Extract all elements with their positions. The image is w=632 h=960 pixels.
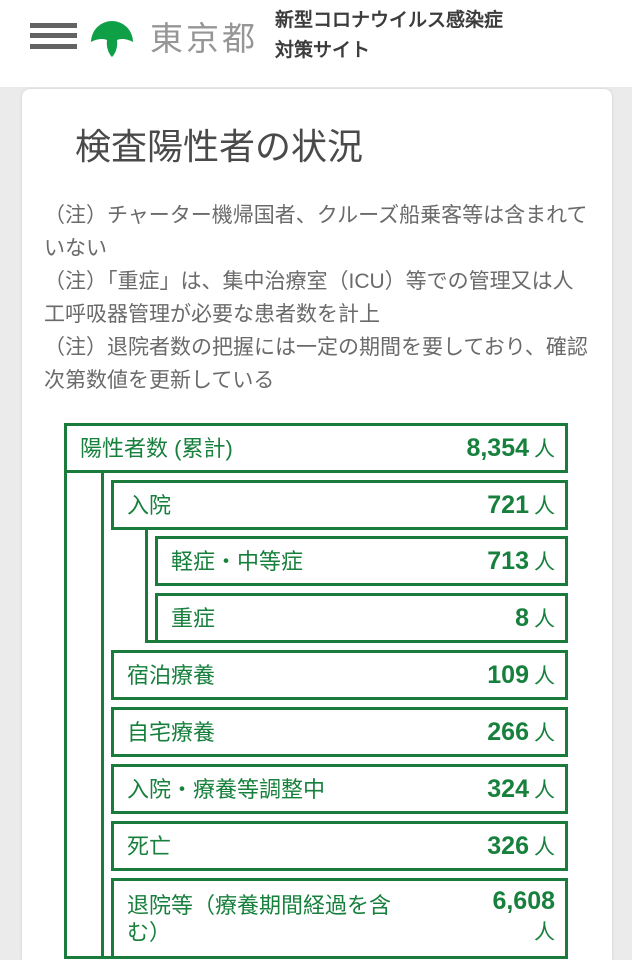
row-home-recuperation: 自宅療養 266 人	[111, 707, 568, 757]
status-card: 検査陽性者の状況 （注）チャーター機帰国者、クルーズ船乗客等は含まれていない （…	[22, 89, 612, 960]
row-awaiting-adjustment: 入院・療養等調整中 324 人	[111, 764, 568, 814]
note-item: （注）チャーター機帰国者、クルーズ船乗客等は含まれていない	[44, 204, 588, 260]
site-header: 東京都 新型コロナウイルス感染症 対策サイト	[0, 0, 632, 87]
row-value: 109 人	[487, 660, 555, 690]
hamburger-icon	[30, 33, 77, 38]
row-unit: 人	[534, 608, 555, 631]
patient-status-tree: 陽性者数 (累計) 8,354 人 入院 721 人 軽症・中等症	[64, 423, 568, 959]
row-mild-moderate: 軽症・中等症 713 人	[155, 536, 568, 586]
row-label: 重症	[171, 605, 216, 631]
row-value: 324 人	[487, 774, 555, 804]
row-number: 326	[487, 832, 529, 860]
page-title: 検査陽性者の状況	[75, 126, 364, 167]
row-number: 721	[487, 491, 529, 519]
site-title-line2: 対策サイト	[275, 39, 371, 61]
notes-list: （注）チャーター機帰国者、クルーズ船乗客等は含まれていない （注）「重症」は、集…	[44, 199, 590, 397]
row-unit: 人	[534, 921, 555, 944]
tokyo-ginkgo-icon	[91, 20, 133, 57]
row-number: 6,608	[492, 887, 555, 915]
note-item: （注）退院者数の把握には一定の期間を要しており、確認次第数値を更新している	[44, 336, 588, 392]
row-unit: 人	[534, 779, 555, 802]
row-value: 713 人	[487, 546, 555, 576]
row-label: 自宅療養	[127, 719, 216, 745]
row-value: 266 人	[487, 717, 555, 747]
row-unit: 人	[534, 722, 555, 745]
row-hospitalized: 入院 721 人	[111, 480, 568, 530]
hamburger-icon	[30, 22, 77, 28]
tokyo-logo-text: 東京都	[150, 19, 258, 57]
row-unit: 人	[534, 551, 555, 574]
row-label: 陽性者数 (累計)	[80, 435, 233, 461]
row-label: 入院・療養等調整中	[127, 776, 326, 802]
row-label: 宿泊療養	[127, 662, 216, 688]
row-label: 退院等（療養期間経過を含む）	[127, 892, 392, 945]
row-number: 266	[487, 718, 529, 746]
row-value: 6,608 人	[469, 888, 555, 949]
note-item: （注）「重症」は、集中治療室（ICU）等での管理又は人工呼吸器管理が必要な患者数…	[44, 270, 574, 326]
row-number: 109	[487, 661, 529, 689]
row-total-positives: 陽性者数 (累計) 8,354 人	[64, 423, 568, 473]
row-number: 324	[487, 775, 529, 803]
row-value: 326 人	[487, 831, 555, 861]
row-deaths: 死亡 326 人	[111, 821, 568, 871]
row-hotel-recuperation: 宿泊療養 109 人	[111, 650, 568, 700]
row-discharged: 退院等（療養期間経過を含む） 6,608 人	[111, 878, 568, 959]
hamburger-icon	[30, 43, 77, 49]
row-label: 入院	[127, 492, 172, 518]
row-label: 軽症・中等症	[171, 548, 304, 574]
node-total: 陽性者数 (累計) 8,354 人 入院 721 人 軽症・中等症	[64, 423, 568, 959]
row-number: 8,354	[466, 434, 529, 462]
site-title: 新型コロナウイルス感染症 対策サイト	[275, 6, 503, 66]
row-label: 死亡	[127, 833, 172, 859]
row-number: 8	[515, 604, 529, 632]
row-value: 8,354 人	[466, 433, 555, 463]
site-title-line1: 新型コロナウイルス感染症	[275, 9, 504, 31]
row-unit: 人	[534, 836, 555, 859]
row-number: 713	[487, 547, 529, 575]
row-value: 721 人	[487, 490, 555, 520]
row-unit: 人	[534, 495, 555, 518]
menu-button[interactable]	[30, 22, 77, 49]
row-unit: 人	[534, 665, 555, 688]
row-unit: 人	[534, 438, 555, 461]
tokyo-logo-link[interactable]: 東京都	[88, 12, 258, 60]
